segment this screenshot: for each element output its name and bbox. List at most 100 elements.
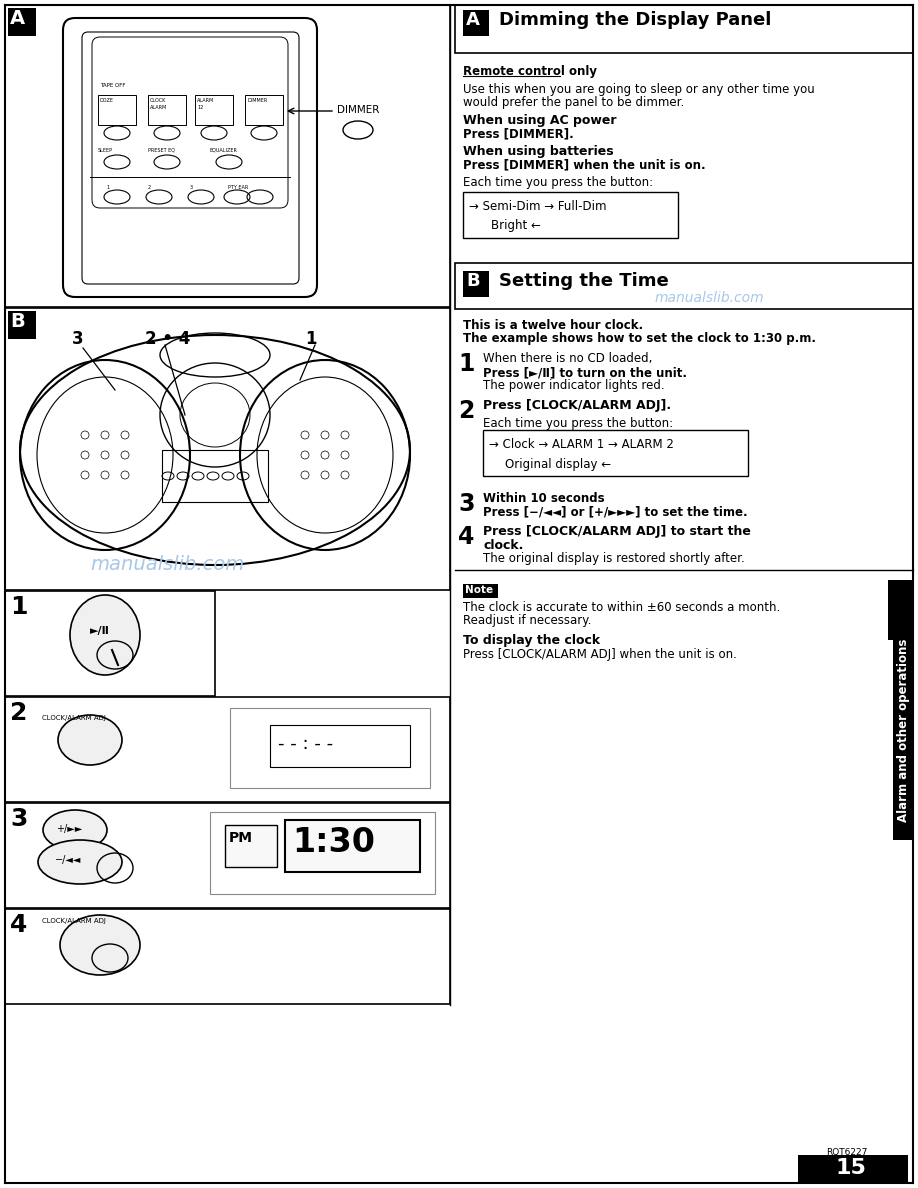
FancyBboxPatch shape [63, 18, 317, 297]
Bar [285, 820, 420, 872]
Text: Press [CLOCK/ALARM ADJ] when the unit is on.: Press [CLOCK/ALARM ADJ] when the unit is… [463, 647, 737, 661]
Text: Use this when you are going to sleep or any other time you: Use this when you are going to sleep or … [463, 83, 815, 96]
Text: DOZE: DOZE [100, 97, 114, 103]
Text: 3: 3 [72, 330, 84, 348]
Text: +/►►: +/►► [56, 824, 83, 834]
Text: This is a twelve hour clock.: This is a twelve hour clock. [463, 320, 644, 331]
Text: 1: 1 [305, 330, 317, 348]
Text: manualslib.com: manualslib.com [90, 555, 244, 574]
Bar [162, 450, 268, 503]
Text: Press [►/Ⅱ] to turn on the unit.: Press [►/Ⅱ] to turn on the unit. [483, 366, 687, 379]
Text: When using AC power: When using AC power [463, 114, 617, 127]
Text: When using batteries: When using batteries [463, 145, 613, 158]
Text: 4: 4 [10, 914, 28, 937]
Text: Press [DIMMER] when the unit is on.: Press [DIMMER] when the unit is on. [463, 158, 706, 171]
Bar [5, 308, 450, 590]
Text: CLOCK/ALARM ADJ: CLOCK/ALARM ADJ [42, 715, 106, 721]
Text: 2: 2 [458, 399, 475, 423]
Text: B: B [10, 312, 25, 331]
Bar [455, 5, 913, 53]
Bar [98, 95, 136, 125]
Text: Remote control only: Remote control only [463, 65, 597, 78]
Bar [195, 95, 233, 125]
Text: Note: Note [465, 584, 493, 595]
Text: PTY EAR: PTY EAR [228, 185, 248, 190]
Text: TAPE OFF: TAPE OFF [100, 83, 126, 88]
Text: B: B [466, 272, 479, 290]
Bar [888, 580, 913, 640]
Text: Alarm and other operations: Alarm and other operations [897, 638, 910, 822]
Bar [245, 95, 283, 125]
Text: Each time you press the button:: Each time you press the button: [483, 417, 673, 430]
Text: Each time you press the button:: Each time you press the button: [463, 176, 653, 189]
Text: The original display is restored shortly after.: The original display is restored shortly… [483, 552, 744, 565]
Text: 1: 1 [106, 185, 109, 190]
Text: The example shows how to set the clock to 1:30 p.m.: The example shows how to set the clock t… [463, 331, 816, 345]
Text: When there is no CD loaded,: When there is no CD loaded, [483, 352, 653, 365]
Bar [5, 5, 450, 307]
Text: 1: 1 [458, 352, 475, 375]
Text: CLOCK: CLOCK [150, 97, 166, 103]
Bar [5, 590, 215, 696]
Text: To display the clock: To display the clock [463, 634, 600, 647]
Bar [455, 263, 913, 309]
Text: RQT6227: RQT6227 [826, 1148, 868, 1157]
Text: CLOCK/ALARM ADJ: CLOCK/ALARM ADJ [42, 918, 106, 924]
Bar [5, 803, 450, 908]
Text: → Clock → ALARM 1 → ALARM 2: → Clock → ALARM 1 → ALARM 2 [489, 438, 674, 451]
Text: Original display ←: Original display ← [505, 459, 611, 470]
Bar [463, 584, 498, 598]
Bar [5, 697, 450, 802]
Text: A: A [10, 10, 25, 29]
Text: 1:30: 1:30 [292, 826, 375, 859]
Bar [8, 8, 36, 36]
Text: - - : - -: - - : - - [278, 735, 333, 753]
Text: 2: 2 [10, 701, 28, 725]
Text: PM: PM [229, 830, 253, 845]
Bar [798, 1155, 908, 1183]
Bar [463, 192, 678, 238]
Text: Dimming the Display Panel: Dimming the Display Panel [499, 11, 771, 29]
Text: Press [−/◄◄] or [+/►►►] to set the time.: Press [−/◄◄] or [+/►►►] to set the time. [483, 505, 747, 518]
Text: ALARM: ALARM [197, 97, 214, 103]
Text: manualslib.com: manualslib.com [655, 291, 765, 305]
Text: The power indicator lights red.: The power indicator lights red. [483, 379, 665, 392]
Bar [483, 430, 748, 476]
Text: Press [CLOCK/ALARM ADJ] to start the: Press [CLOCK/ALARM ADJ] to start the [483, 525, 751, 538]
Text: ALARM: ALARM [150, 105, 167, 110]
Text: DIMMER: DIMMER [247, 97, 267, 103]
Text: Readjust if necessary.: Readjust if necessary. [463, 614, 591, 627]
Bar [270, 725, 410, 767]
Text: Press [DIMMER].: Press [DIMMER]. [463, 127, 574, 140]
Text: 1: 1 [10, 595, 28, 619]
Text: 2: 2 [148, 185, 151, 190]
Text: SLEEP: SLEEP [98, 148, 113, 153]
Text: 3: 3 [458, 492, 475, 516]
Bar [230, 708, 430, 788]
Text: Press [CLOCK/ALARM ADJ].: Press [CLOCK/ALARM ADJ]. [483, 399, 671, 412]
Text: EQUALIZER: EQUALIZER [210, 148, 238, 153]
Text: 3: 3 [10, 807, 28, 830]
Text: Setting the Time: Setting the Time [499, 272, 668, 290]
Text: A: A [466, 11, 480, 29]
Text: Within 10 seconds: Within 10 seconds [483, 492, 605, 505]
Text: 3: 3 [190, 185, 193, 190]
Text: 4: 4 [458, 525, 475, 549]
Text: 15: 15 [836, 1158, 867, 1178]
Ellipse shape [70, 595, 140, 675]
Text: 12: 12 [197, 105, 203, 110]
Text: Bright ←: Bright ← [491, 219, 541, 232]
Bar [463, 10, 489, 36]
Text: → Semi-Dim → Full-Dim: → Semi-Dim → Full-Dim [469, 200, 607, 213]
Ellipse shape [58, 715, 122, 765]
Text: clock.: clock. [483, 539, 523, 552]
Text: DIMMER: DIMMER [337, 105, 379, 115]
Bar [225, 824, 277, 867]
Bar [5, 909, 450, 1004]
Ellipse shape [38, 840, 122, 884]
Bar [210, 813, 435, 895]
Text: −/◄◄: −/◄◄ [55, 855, 82, 865]
Bar [893, 620, 913, 840]
Ellipse shape [43, 810, 107, 849]
Bar [463, 271, 489, 297]
